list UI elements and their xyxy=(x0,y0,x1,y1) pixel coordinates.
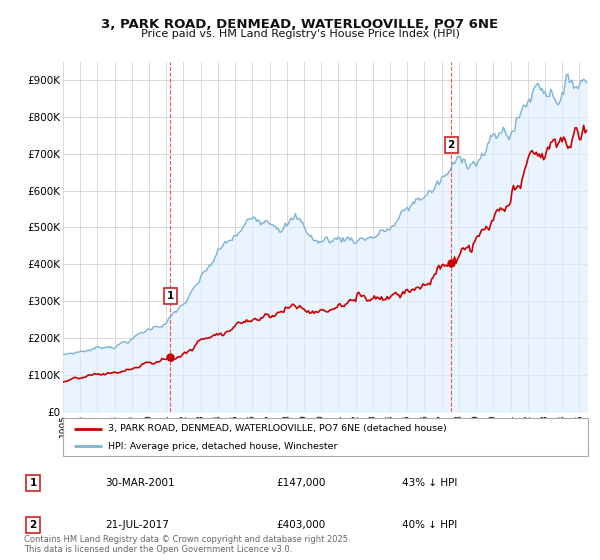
FancyBboxPatch shape xyxy=(63,418,588,456)
Text: 3, PARK ROAD, DENMEAD, WATERLOOVILLE, PO7 6NE (detached house): 3, PARK ROAD, DENMEAD, WATERLOOVILLE, PO… xyxy=(107,424,446,433)
Text: Contains HM Land Registry data © Crown copyright and database right 2025.
This d: Contains HM Land Registry data © Crown c… xyxy=(24,535,350,554)
Text: 1: 1 xyxy=(167,291,174,301)
Text: Price paid vs. HM Land Registry's House Price Index (HPI): Price paid vs. HM Land Registry's House … xyxy=(140,29,460,39)
Text: 30-MAR-2001: 30-MAR-2001 xyxy=(105,478,175,488)
Text: 1: 1 xyxy=(29,478,37,488)
Text: HPI: Average price, detached house, Winchester: HPI: Average price, detached house, Winc… xyxy=(107,442,337,451)
Text: 40% ↓ HPI: 40% ↓ HPI xyxy=(402,520,457,530)
Text: 3, PARK ROAD, DENMEAD, WATERLOOVILLE, PO7 6NE: 3, PARK ROAD, DENMEAD, WATERLOOVILLE, PO… xyxy=(101,18,499,31)
Text: £147,000: £147,000 xyxy=(276,478,325,488)
Text: 2: 2 xyxy=(29,520,37,530)
Text: 2: 2 xyxy=(448,140,455,150)
Text: 21-JUL-2017: 21-JUL-2017 xyxy=(105,520,169,530)
Text: 43% ↓ HPI: 43% ↓ HPI xyxy=(402,478,457,488)
Text: £403,000: £403,000 xyxy=(276,520,325,530)
